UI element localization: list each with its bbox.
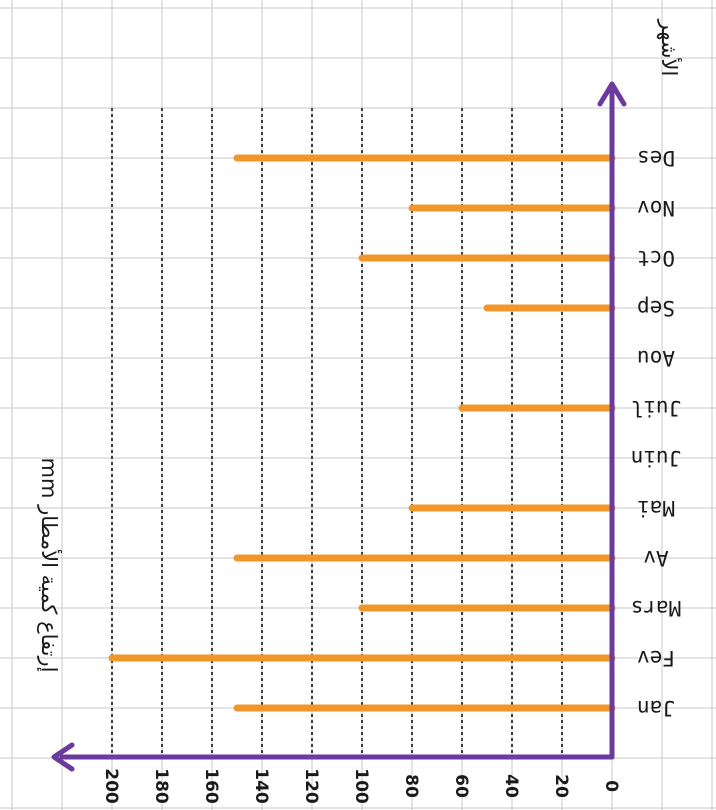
category-label-sep: Sep bbox=[637, 296, 675, 320]
category-label-av: Av bbox=[643, 546, 668, 570]
axes bbox=[51, 81, 627, 772]
tick-label: 180 bbox=[151, 768, 171, 804]
tick-label: 200 bbox=[101, 768, 121, 804]
category-label-juil: Juil bbox=[631, 396, 682, 420]
tick-label: 160 bbox=[201, 768, 221, 804]
category-label-juin: Juin bbox=[631, 446, 682, 470]
tick-label: 140 bbox=[251, 768, 271, 804]
tick-label: 80 bbox=[401, 774, 421, 798]
tick-label: 120 bbox=[301, 768, 321, 804]
category-labels: Jan Fev Mars Av Mai Juin Juil Aou Sep Oct Nov Des bbox=[631, 146, 682, 720]
x-axis-title: إرتفاع كمية الأمطار mm bbox=[36, 458, 62, 673]
category-label-oct: Oct bbox=[637, 246, 675, 270]
tick-label: 60 bbox=[451, 774, 471, 798]
tick-label: 0 bbox=[601, 780, 621, 792]
category-label-aou: Aou bbox=[637, 346, 675, 370]
category-label-jan: Jan bbox=[637, 696, 675, 720]
y-axis-title: الأشهر bbox=[657, 19, 682, 77]
category-label-fev: Fev bbox=[637, 646, 675, 670]
bars bbox=[108, 154, 616, 712]
category-label-des: Des bbox=[637, 146, 675, 170]
category-axis-arrow bbox=[597, 81, 627, 107]
value-tick-labels: 0 20 40 60 80 100 120 140 160 180 200 bbox=[101, 768, 621, 804]
category-label-mars: Mars bbox=[631, 596, 682, 620]
value-gridlines bbox=[111, 108, 563, 757]
tick-label: 100 bbox=[351, 768, 371, 804]
value-axis-arrow bbox=[51, 742, 75, 772]
tick-label: 40 bbox=[501, 774, 521, 798]
category-label-nov: Nov bbox=[637, 196, 675, 220]
category-label-mai: Mai bbox=[637, 496, 675, 520]
tick-label: 20 bbox=[551, 774, 571, 798]
